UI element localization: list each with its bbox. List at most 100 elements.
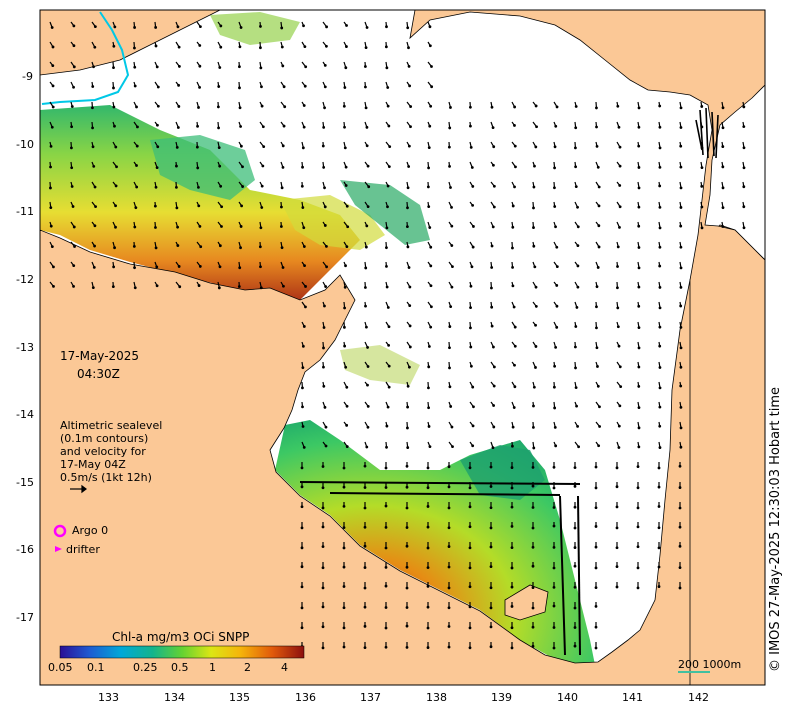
- velocity-arrow-head: [574, 527, 577, 530]
- velocity-arrow-head: [322, 385, 325, 388]
- credit-text: © IMOS 27-May-2025 12:30:03 Hobart time: [768, 387, 783, 672]
- velocity-arrow-head: [345, 424, 348, 427]
- velocity-arrow-head: [154, 226, 157, 229]
- lat-tick: -13: [16, 341, 34, 354]
- velocity-arrow-head: [302, 425, 305, 428]
- colorbar-tick: 0.1: [87, 661, 105, 674]
- velocity-arrow-head: [385, 606, 388, 609]
- velocity-arrow-head: [344, 366, 347, 369]
- velocity-arrow-head: [156, 66, 159, 69]
- velocity-arrow-head: [448, 366, 451, 369]
- velocity-arrow-head: [93, 46, 96, 49]
- velocity-arrow-head: [469, 486, 472, 489]
- velocity-arrow-head: [511, 506, 514, 509]
- lat-tick: -14: [16, 408, 34, 421]
- velocity-arrow-head: [490, 586, 493, 589]
- lat-tick: -15: [16, 476, 34, 489]
- velocity-arrow-head: [409, 105, 412, 108]
- velocity-arrow-head: [742, 185, 745, 188]
- velocity-arrow-head: [427, 386, 430, 389]
- velocity-arrow-head: [617, 325, 620, 328]
- velocity-arrow-head: [534, 366, 537, 369]
- velocity-arrow-head: [238, 285, 241, 288]
- velocity-arrow-head: [49, 187, 52, 190]
- velocity-arrow-head: [387, 344, 390, 347]
- velocity-arrow-head: [576, 206, 579, 209]
- velocity-arrow-head: [323, 186, 326, 189]
- velocity-arrow-head: [388, 165, 391, 168]
- velocity-arrow-head: [133, 47, 136, 50]
- velocity-arrow-head: [574, 346, 577, 349]
- drifter-label: drifter: [66, 543, 100, 556]
- colorbar-tick: 0.5: [171, 661, 189, 674]
- velocity-arrow-head: [241, 185, 244, 188]
- velocity-arrow-head: [365, 46, 368, 49]
- velocity-arrow-head: [743, 166, 746, 169]
- velocity-arrow-head: [52, 106, 55, 109]
- velocity-arrow-head: [553, 605, 556, 608]
- velocity-arrow-head: [553, 205, 556, 208]
- velocity-arrow-head: [406, 427, 409, 430]
- velocity-arrow-head: [385, 25, 388, 28]
- velocity-arrow-head: [492, 426, 495, 429]
- velocity-arrow-head: [73, 44, 76, 47]
- velocity-arrow-head: [637, 206, 640, 209]
- velocity-arrow-head: [92, 286, 95, 289]
- velocity-arrow-head: [471, 166, 474, 169]
- velocity-arrow-head: [364, 86, 367, 89]
- velocity-arrow-head: [451, 286, 454, 289]
- velocity-arrow-head: [742, 125, 745, 128]
- velocity-arrow-head: [534, 324, 537, 327]
- velocity-arrow-head: [113, 25, 116, 28]
- velocity-arrow-head: [637, 506, 640, 509]
- velocity-arrow-head: [471, 265, 474, 268]
- lon-tick: 134: [164, 691, 185, 704]
- legend-line-2: (0.1m contours): [60, 432, 148, 445]
- velocity-arrow-head: [406, 526, 409, 529]
- velocity-arrow-head: [533, 266, 536, 269]
- colorbar-title: Chl-a mg/m3 OCi SNPP: [112, 630, 249, 644]
- velocity-arrow-head: [219, 46, 222, 49]
- velocity-arrow-head: [637, 566, 640, 569]
- velocity-arrow-head: [448, 465, 451, 468]
- velocity-arrow-head: [386, 86, 389, 89]
- velocity-arrow-head: [115, 165, 118, 168]
- velocity-arrow-head: [52, 265, 55, 268]
- velocity-arrow-head: [574, 126, 577, 129]
- lon-tick: 139: [491, 691, 512, 704]
- velocity-arrow-head: [680, 246, 683, 249]
- velocity-arrow-head: [427, 406, 430, 409]
- lat-tick: -10: [16, 138, 34, 151]
- velocity-arrow-head: [448, 506, 451, 509]
- velocity-arrow-head: [491, 106, 494, 109]
- velocity-arrow-head: [532, 466, 535, 469]
- velocity-arrow-head: [385, 526, 388, 529]
- velocity-arrow-head: [574, 146, 577, 149]
- velocity-arrow-head: [364, 286, 367, 289]
- velocity-arrow-head: [155, 186, 158, 189]
- velocity-arrow-head: [575, 386, 578, 389]
- velocity-arrow-head: [451, 426, 454, 429]
- velocity-arrow-head: [658, 467, 661, 470]
- velocity-arrow-head: [574, 645, 577, 648]
- velocity-arrow-head: [303, 126, 306, 129]
- velocity-arrow-head: [469, 125, 472, 128]
- velocity-arrow-head: [238, 266, 241, 269]
- velocity-arrow-head: [387, 185, 390, 188]
- velocity-arrow-head: [220, 205, 223, 208]
- velocity-arrow-head: [449, 186, 452, 189]
- velocity-arrow-head: [680, 326, 683, 329]
- velocity-arrow-head: [659, 126, 662, 129]
- velocity-arrow-head: [535, 125, 538, 128]
- velocity-arrow-head: [301, 585, 304, 588]
- velocity-arrow-head: [366, 144, 369, 147]
- velocity-arrow-head: [385, 66, 388, 69]
- velocity-arrow-head: [199, 265, 202, 268]
- velocity-arrow-head: [618, 126, 621, 129]
- velocity-arrow-head: [469, 626, 472, 629]
- velocity-arrow-head: [574, 485, 577, 488]
- velocity-arrow-head: [451, 445, 454, 448]
- velocity-arrow-head: [49, 206, 52, 209]
- velocity-arrow-head: [175, 186, 178, 189]
- velocity-arrow-head: [343, 86, 346, 89]
